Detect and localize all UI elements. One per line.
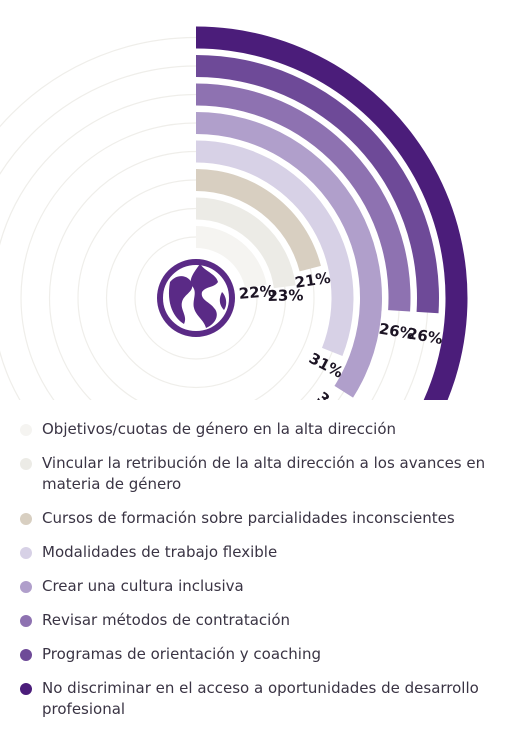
legend-swatch xyxy=(20,683,32,695)
legend-item: Objetivos/cuotas de género en la alta di… xyxy=(20,419,520,440)
legend-item: Vincular la retribución de la alta direc… xyxy=(20,453,520,495)
legend-label: Vincular la retribución de la alta direc… xyxy=(42,454,486,493)
bar-6 xyxy=(196,83,411,312)
bar-7 xyxy=(196,55,439,314)
bars xyxy=(196,26,468,400)
legend-swatch xyxy=(20,513,32,525)
legend-label: Modalidades de trabajo flexible xyxy=(42,543,278,561)
bar-5 xyxy=(196,112,382,398)
value-label: 34% xyxy=(314,388,353,400)
bar-4 xyxy=(196,140,354,356)
legend-swatch xyxy=(20,615,32,627)
value-labels: 22%23%21%31%34%26%26%34% xyxy=(238,269,444,400)
legend-label: No discriminar en el acceso a oportunida… xyxy=(42,679,479,718)
legend-item: Crear una cultura inclusiva xyxy=(20,576,520,597)
value-label: 21% xyxy=(294,269,332,292)
legend-item: Cursos de formación sobre parcialidades … xyxy=(20,508,520,529)
legend-label: Programas de orientación y coaching xyxy=(42,645,321,663)
value-label: 26% xyxy=(406,324,444,348)
legend: Objetivos/cuotas de género en la alta di… xyxy=(20,419,520,733)
bar-2 xyxy=(196,197,296,289)
legend-item: Modalidades de trabajo flexible xyxy=(20,542,520,563)
legend-swatch xyxy=(20,547,32,559)
legend-swatch xyxy=(20,581,32,593)
bar-8 xyxy=(196,26,468,400)
legend-label: Revisar métodos de contratación xyxy=(42,611,291,629)
legend-swatch xyxy=(20,649,32,661)
legend-item: No discriminar en el acceso a oportunida… xyxy=(20,678,520,720)
legend-item: Revisar métodos de contratación xyxy=(20,610,520,631)
legend-swatch xyxy=(20,458,32,470)
bar-3 xyxy=(196,169,321,272)
globe-icon xyxy=(157,259,235,337)
bar-1 xyxy=(196,226,267,289)
legend-swatch xyxy=(20,424,32,436)
legend-label: Crear una cultura inclusiva xyxy=(42,577,244,595)
value-label: 26% xyxy=(378,320,416,344)
value-label: 22% xyxy=(238,282,275,303)
radial-bar-chart: 22%23%21%31%34%26%26%34% xyxy=(0,26,468,400)
legend-label: Cursos de formación sobre parcialidades … xyxy=(42,509,455,527)
value-label: 23% xyxy=(267,286,303,305)
legend-item: Programas de orientación y coaching xyxy=(20,644,520,665)
legend-label: Objetivos/cuotas de género en la alta di… xyxy=(42,420,397,438)
